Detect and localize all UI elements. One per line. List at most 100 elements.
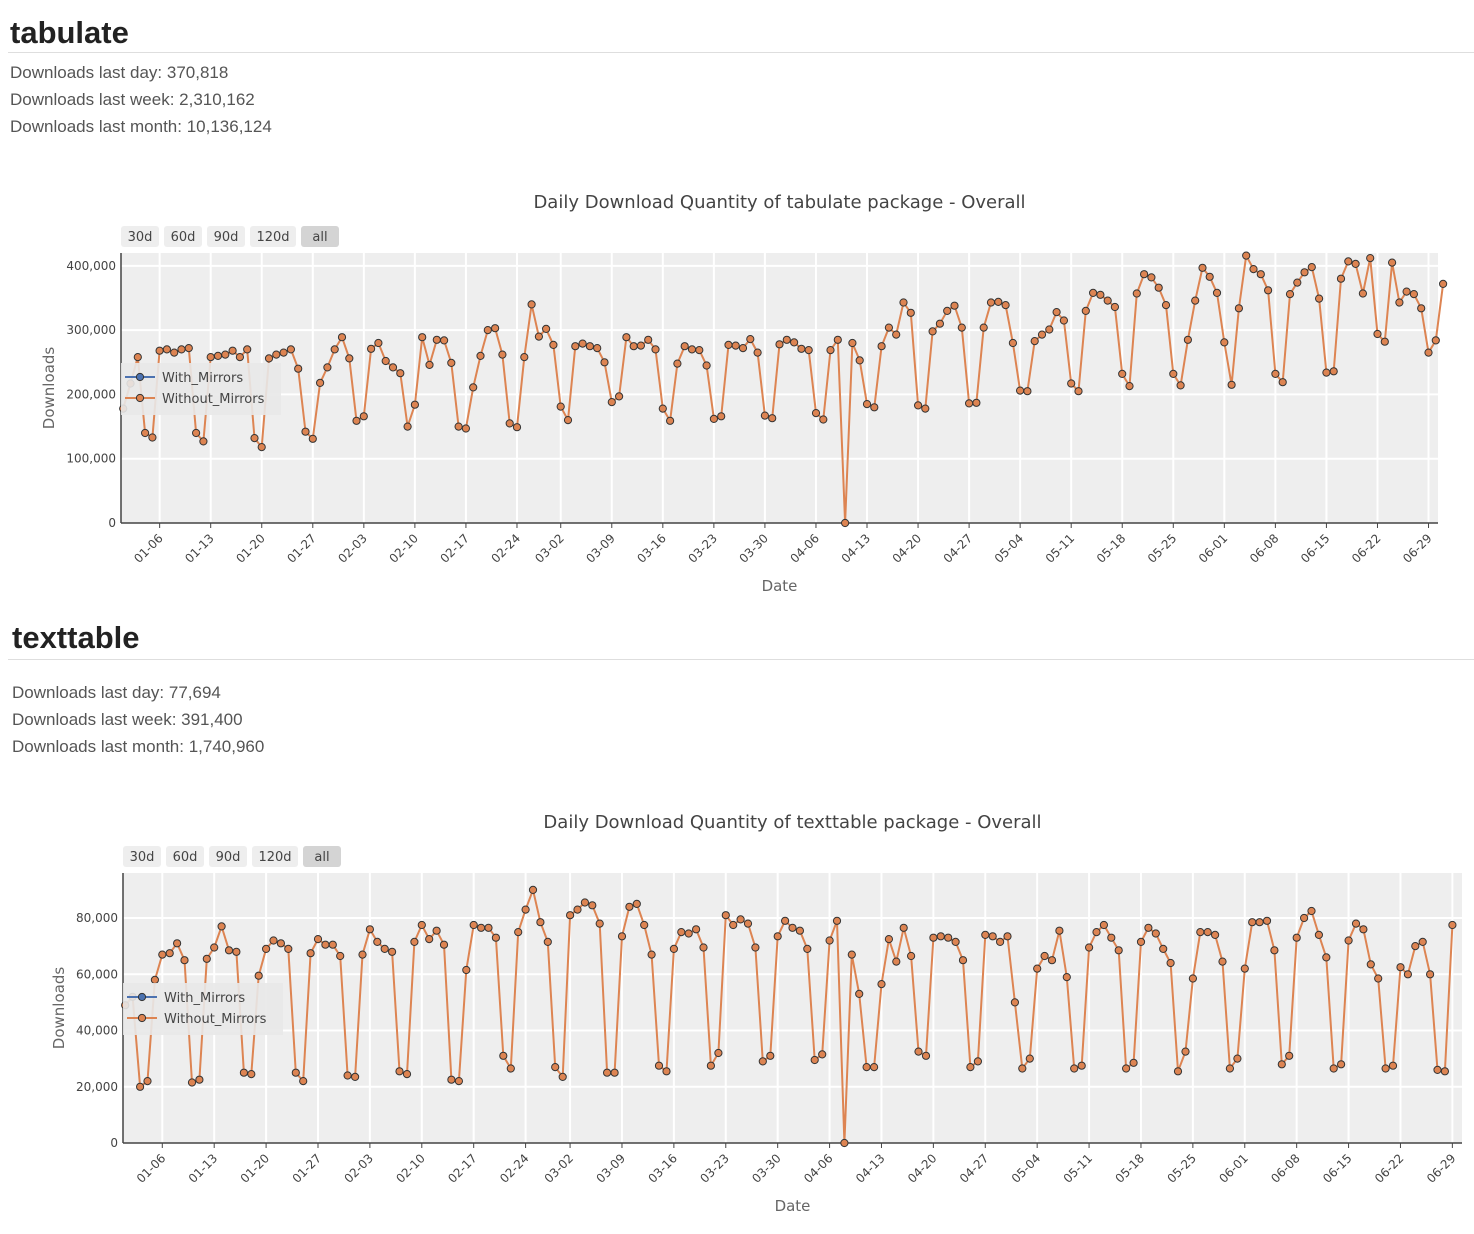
data-point[interactable] xyxy=(1396,963,1405,972)
data-point[interactable] xyxy=(308,434,317,443)
data-point[interactable] xyxy=(840,1138,849,1148)
data-point[interactable] xyxy=(291,1068,300,1077)
data-point[interactable] xyxy=(351,1072,360,1081)
data-point[interactable] xyxy=(461,424,470,433)
data-point[interactable] xyxy=(1159,944,1168,953)
data-point[interactable] xyxy=(1140,270,1149,279)
data-point[interactable] xyxy=(373,937,382,946)
data-point[interactable] xyxy=(195,1075,204,1084)
data-point[interactable] xyxy=(1092,928,1101,937)
data-point[interactable] xyxy=(862,400,872,409)
data-point[interactable] xyxy=(607,398,616,407)
data-point[interactable] xyxy=(527,300,536,309)
data-point[interactable] xyxy=(1402,287,1411,296)
data-point[interactable] xyxy=(1424,348,1433,357)
data-point[interactable] xyxy=(1307,906,1316,916)
data-point[interactable] xyxy=(1248,918,1257,927)
data-point[interactable] xyxy=(996,937,1005,946)
data-point[interactable] xyxy=(966,1063,975,1072)
data-point[interactable] xyxy=(1344,936,1353,945)
data-point[interactable] xyxy=(1293,278,1302,287)
data-point[interactable] xyxy=(1240,964,1249,973)
data-point[interactable] xyxy=(680,342,689,351)
data-point[interactable] xyxy=(709,414,719,423)
data-point[interactable] xyxy=(301,427,310,436)
data-point[interactable] xyxy=(1351,919,1361,928)
data-point[interactable] xyxy=(345,354,354,363)
data-point[interactable] xyxy=(884,323,894,332)
data-point[interactable] xyxy=(187,1078,197,1087)
data-point[interactable] xyxy=(199,437,208,446)
data-point[interactable] xyxy=(651,345,660,354)
range-button-all[interactable]: all xyxy=(301,226,339,247)
data-point[interactable] xyxy=(600,358,609,367)
data-point[interactable] xyxy=(892,957,901,966)
data-point[interactable] xyxy=(162,345,171,354)
data-point[interactable] xyxy=(870,1063,879,1072)
data-point[interactable] xyxy=(158,950,167,959)
data-point[interactable] xyxy=(768,414,777,423)
data-point[interactable] xyxy=(1176,381,1185,390)
data-point[interactable] xyxy=(1136,937,1146,946)
data-point[interactable] xyxy=(1052,308,1061,317)
data-point[interactable] xyxy=(358,950,367,959)
data-point[interactable] xyxy=(1008,338,1018,348)
data-point[interactable] xyxy=(381,356,390,366)
data-point[interactable] xyxy=(477,923,486,932)
data-point[interactable] xyxy=(766,1051,775,1060)
range-button-30d[interactable]: 30d xyxy=(121,226,159,247)
data-point[interactable] xyxy=(512,423,522,432)
data-point[interactable] xyxy=(286,345,295,354)
data-point[interactable] xyxy=(743,919,753,928)
data-point[interactable] xyxy=(1161,301,1171,310)
data-point[interactable] xyxy=(1264,286,1273,295)
data-point[interactable] xyxy=(1278,378,1287,387)
data-point[interactable] xyxy=(1337,1060,1346,1069)
data-point[interactable] xyxy=(1418,937,1427,946)
data-point[interactable] xyxy=(499,1051,508,1060)
data-point[interactable] xyxy=(818,1050,827,1059)
data-point[interactable] xyxy=(687,345,697,354)
data-point[interactable] xyxy=(684,929,693,938)
data-point[interactable] xyxy=(950,301,959,310)
data-point[interactable] xyxy=(313,935,323,944)
data-point[interactable] xyxy=(855,356,864,365)
data-point[interactable] xyxy=(1344,257,1353,266)
data-point[interactable] xyxy=(250,434,259,443)
data-point[interactable] xyxy=(264,354,274,363)
data-point[interactable] xyxy=(1016,386,1025,395)
data-point[interactable] xyxy=(706,1061,716,1070)
data-point[interactable] xyxy=(432,926,441,935)
data-point[interactable] xyxy=(662,1067,671,1076)
data-point[interactable] xyxy=(269,936,278,945)
range-button-all[interactable]: all xyxy=(303,846,341,867)
data-point[interactable] xyxy=(593,344,602,353)
data-point[interactable] xyxy=(994,297,1003,307)
data-point[interactable] xyxy=(1001,301,1010,310)
data-point[interactable] xyxy=(542,324,551,333)
data-point[interactable] xyxy=(316,378,325,387)
data-point[interactable] xyxy=(141,428,150,438)
data-point[interactable] xyxy=(988,932,997,941)
data-point[interactable] xyxy=(921,404,930,413)
legend-item-with-mirrors[interactable]: With_Mirrors xyxy=(127,991,245,1006)
data-point[interactable] xyxy=(484,923,493,932)
data-point[interactable] xyxy=(1023,387,1032,396)
data-point[interactable] xyxy=(899,298,908,307)
data-point[interactable] xyxy=(498,350,507,359)
data-point[interactable] xyxy=(1249,265,1258,274)
data-point[interactable] xyxy=(388,947,397,956)
data-point[interactable] xyxy=(629,342,638,351)
data-point[interactable] xyxy=(717,412,726,421)
data-point[interactable] xyxy=(884,935,894,944)
data-point[interactable] xyxy=(1417,304,1426,313)
data-point[interactable] xyxy=(180,956,189,965)
data-point[interactable] xyxy=(1218,957,1227,966)
data-point[interactable] xyxy=(1448,920,1457,930)
data-point[interactable] xyxy=(1030,337,1039,346)
data-point[interactable] xyxy=(702,361,711,370)
data-point[interactable] xyxy=(1322,368,1331,377)
data-point[interactable] xyxy=(239,1068,248,1077)
data-point[interactable] xyxy=(819,415,828,424)
data-point[interactable] xyxy=(337,333,347,342)
